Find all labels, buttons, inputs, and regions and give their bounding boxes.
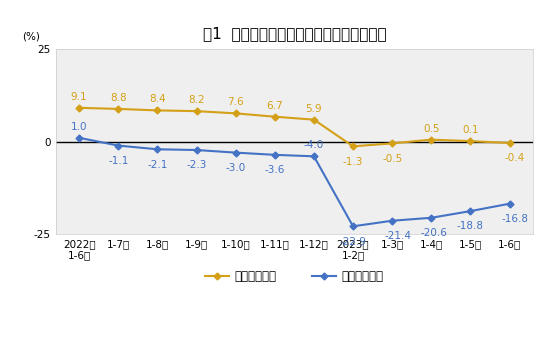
营业收入增速 [232, 111, 239, 116]
Text: -16.8: -16.8 [501, 214, 529, 224]
利润总额增速 [193, 148, 200, 152]
Line: 利润总额增速: 利润总额增速 [77, 135, 512, 229]
营业收入增速 [428, 138, 435, 142]
Text: 9.1: 9.1 [71, 92, 88, 102]
营业收入增速 [350, 144, 356, 148]
Text: -3.6: -3.6 [265, 165, 285, 175]
Text: -20.6: -20.6 [421, 228, 448, 238]
Text: 8.2: 8.2 [188, 95, 205, 105]
Text: -18.8: -18.8 [457, 221, 484, 231]
Text: 0.5: 0.5 [423, 123, 439, 134]
Text: 6.7: 6.7 [266, 101, 283, 110]
营业收入增速 [311, 117, 317, 122]
营业收入增速 [154, 108, 161, 113]
利润总额增速 [389, 218, 396, 223]
利润总额增速 [232, 151, 239, 155]
Text: 1.0: 1.0 [71, 122, 88, 132]
营业收入增速 [115, 107, 122, 111]
利润总额增速 [350, 224, 356, 229]
营业收入增速 [389, 141, 396, 145]
Line: 营业收入增速: 营业收入增速 [77, 105, 512, 149]
Text: -2.3: -2.3 [186, 160, 207, 170]
营业收入增速 [271, 114, 278, 119]
Text: -1.3: -1.3 [343, 157, 363, 166]
Text: -0.5: -0.5 [382, 154, 402, 164]
Text: -0.4: -0.4 [505, 153, 525, 163]
利润总额增速 [467, 209, 473, 213]
Text: -3.0: -3.0 [226, 163, 246, 173]
Text: 8.4: 8.4 [149, 94, 165, 104]
利润总额增速 [115, 143, 122, 148]
Text: -4.0: -4.0 [304, 140, 324, 150]
Text: 7.6: 7.6 [227, 97, 244, 107]
Text: 5.9: 5.9 [306, 104, 322, 114]
Title: 图1  各月累计营业收入与利润总额同比增速: 图1 各月累计营业收入与利润总额同比增速 [203, 26, 386, 41]
Text: (%): (%) [22, 31, 40, 42]
Text: -22.9: -22.9 [340, 236, 367, 247]
营业收入增速 [506, 141, 513, 145]
营业收入增速 [193, 109, 200, 113]
Text: 0.1: 0.1 [462, 125, 478, 135]
利润总额增速 [154, 147, 161, 152]
利润总额增速 [76, 136, 82, 140]
Text: -2.1: -2.1 [147, 160, 168, 170]
利润总额增速 [271, 153, 278, 157]
Text: -21.4: -21.4 [384, 231, 411, 241]
利润总额增速 [428, 216, 435, 220]
Legend: 营业收入增速, 利润总额增速: 营业收入增速, 利润总额增速 [201, 265, 389, 287]
利润总额增速 [506, 201, 513, 206]
营业收入增速 [467, 139, 473, 143]
Text: -1.1: -1.1 [108, 156, 128, 166]
利润总额增速 [311, 154, 317, 158]
营业收入增速 [76, 106, 82, 110]
Text: 8.8: 8.8 [110, 93, 127, 103]
